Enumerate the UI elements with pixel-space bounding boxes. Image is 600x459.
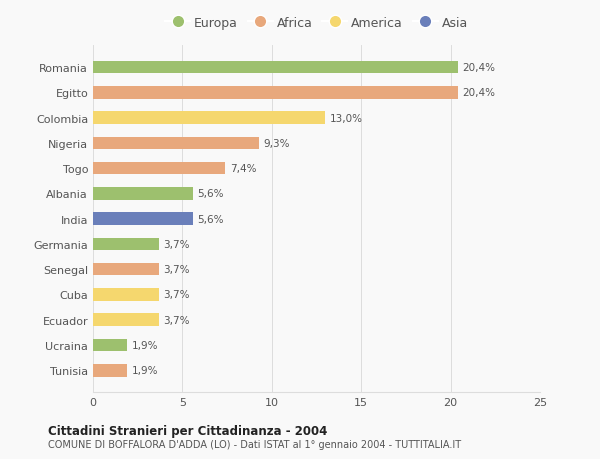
- Bar: [93, 162, 226, 175]
- Text: 3,7%: 3,7%: [164, 315, 190, 325]
- Bar: [93, 213, 193, 225]
- Text: Cittadini Stranieri per Cittadinanza - 2004: Cittadini Stranieri per Cittadinanza - 2…: [48, 424, 328, 437]
- Text: 13,0%: 13,0%: [330, 113, 363, 123]
- Bar: [93, 238, 159, 251]
- Bar: [93, 87, 458, 100]
- Legend: Europa, Africa, America, Asia: Europa, Africa, America, Asia: [163, 14, 470, 32]
- Bar: [93, 112, 325, 125]
- Text: 20,4%: 20,4%: [462, 63, 495, 73]
- Bar: [93, 339, 127, 352]
- Bar: [93, 263, 159, 276]
- Text: 3,7%: 3,7%: [164, 290, 190, 300]
- Text: 5,6%: 5,6%: [197, 214, 224, 224]
- Text: 3,7%: 3,7%: [164, 240, 190, 249]
- Bar: [93, 62, 458, 74]
- Bar: [93, 288, 159, 301]
- Bar: [93, 137, 259, 150]
- Text: 7,4%: 7,4%: [230, 164, 256, 174]
- Bar: [93, 313, 159, 326]
- Bar: [93, 364, 127, 377]
- Text: 9,3%: 9,3%: [264, 139, 290, 149]
- Text: 1,9%: 1,9%: [131, 340, 158, 350]
- Text: COMUNE DI BOFFALORA D'ADDA (LO) - Dati ISTAT al 1° gennaio 2004 - TUTTITALIA.IT: COMUNE DI BOFFALORA D'ADDA (LO) - Dati I…: [48, 440, 461, 449]
- Text: 3,7%: 3,7%: [164, 264, 190, 274]
- Bar: [93, 188, 193, 200]
- Text: 20,4%: 20,4%: [462, 88, 495, 98]
- Text: 1,9%: 1,9%: [131, 365, 158, 375]
- Text: 5,6%: 5,6%: [197, 189, 224, 199]
